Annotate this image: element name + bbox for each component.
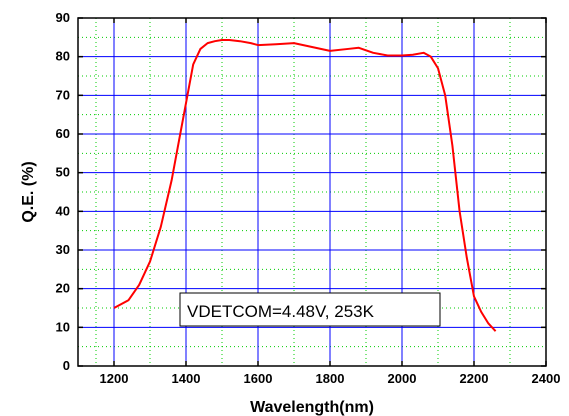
y-tick-label: 40 xyxy=(56,203,70,218)
y-tick-label: 50 xyxy=(56,165,70,180)
x-tick-label: 1400 xyxy=(172,371,201,386)
x-tick-label: 2200 xyxy=(460,371,489,386)
x-tick-label: 2000 xyxy=(388,371,417,386)
plot-frame xyxy=(77,17,547,367)
y-tick-label: 0 xyxy=(63,358,70,373)
y-tick-label: 90 xyxy=(56,10,70,25)
annotation-frame xyxy=(179,292,441,327)
major-grid xyxy=(78,18,546,366)
tick-labels: 1200 1400 1600 1800 2000 2200 2400 0 10 20 30 40 50 6… xyxy=(56,10,561,386)
x-tick-label: 2400 xyxy=(532,371,561,386)
x-tick-label: 1600 xyxy=(244,371,273,386)
x-tick-label: 1200 xyxy=(100,371,129,386)
y-tick-label: 10 xyxy=(56,319,70,334)
y-tick-label: 80 xyxy=(56,49,70,64)
annotation-text: VDETCOM=4.48V, 253K xyxy=(187,302,375,321)
axis-ticks xyxy=(78,17,547,367)
y-tick-label: 60 xyxy=(56,126,70,141)
y-tick-label: 20 xyxy=(56,281,70,296)
annotation-box: VDETCOM=4.48V, 253K xyxy=(179,292,441,327)
qe-curve xyxy=(113,39,497,332)
y-tick-label: 70 xyxy=(56,87,70,102)
y-axis-title: Q.E. (%) xyxy=(20,161,37,222)
y-tick-label: 30 xyxy=(56,242,70,257)
x-axis-title: Wavelength(nm) xyxy=(250,399,374,416)
x-tick-label: 1800 xyxy=(316,371,345,386)
